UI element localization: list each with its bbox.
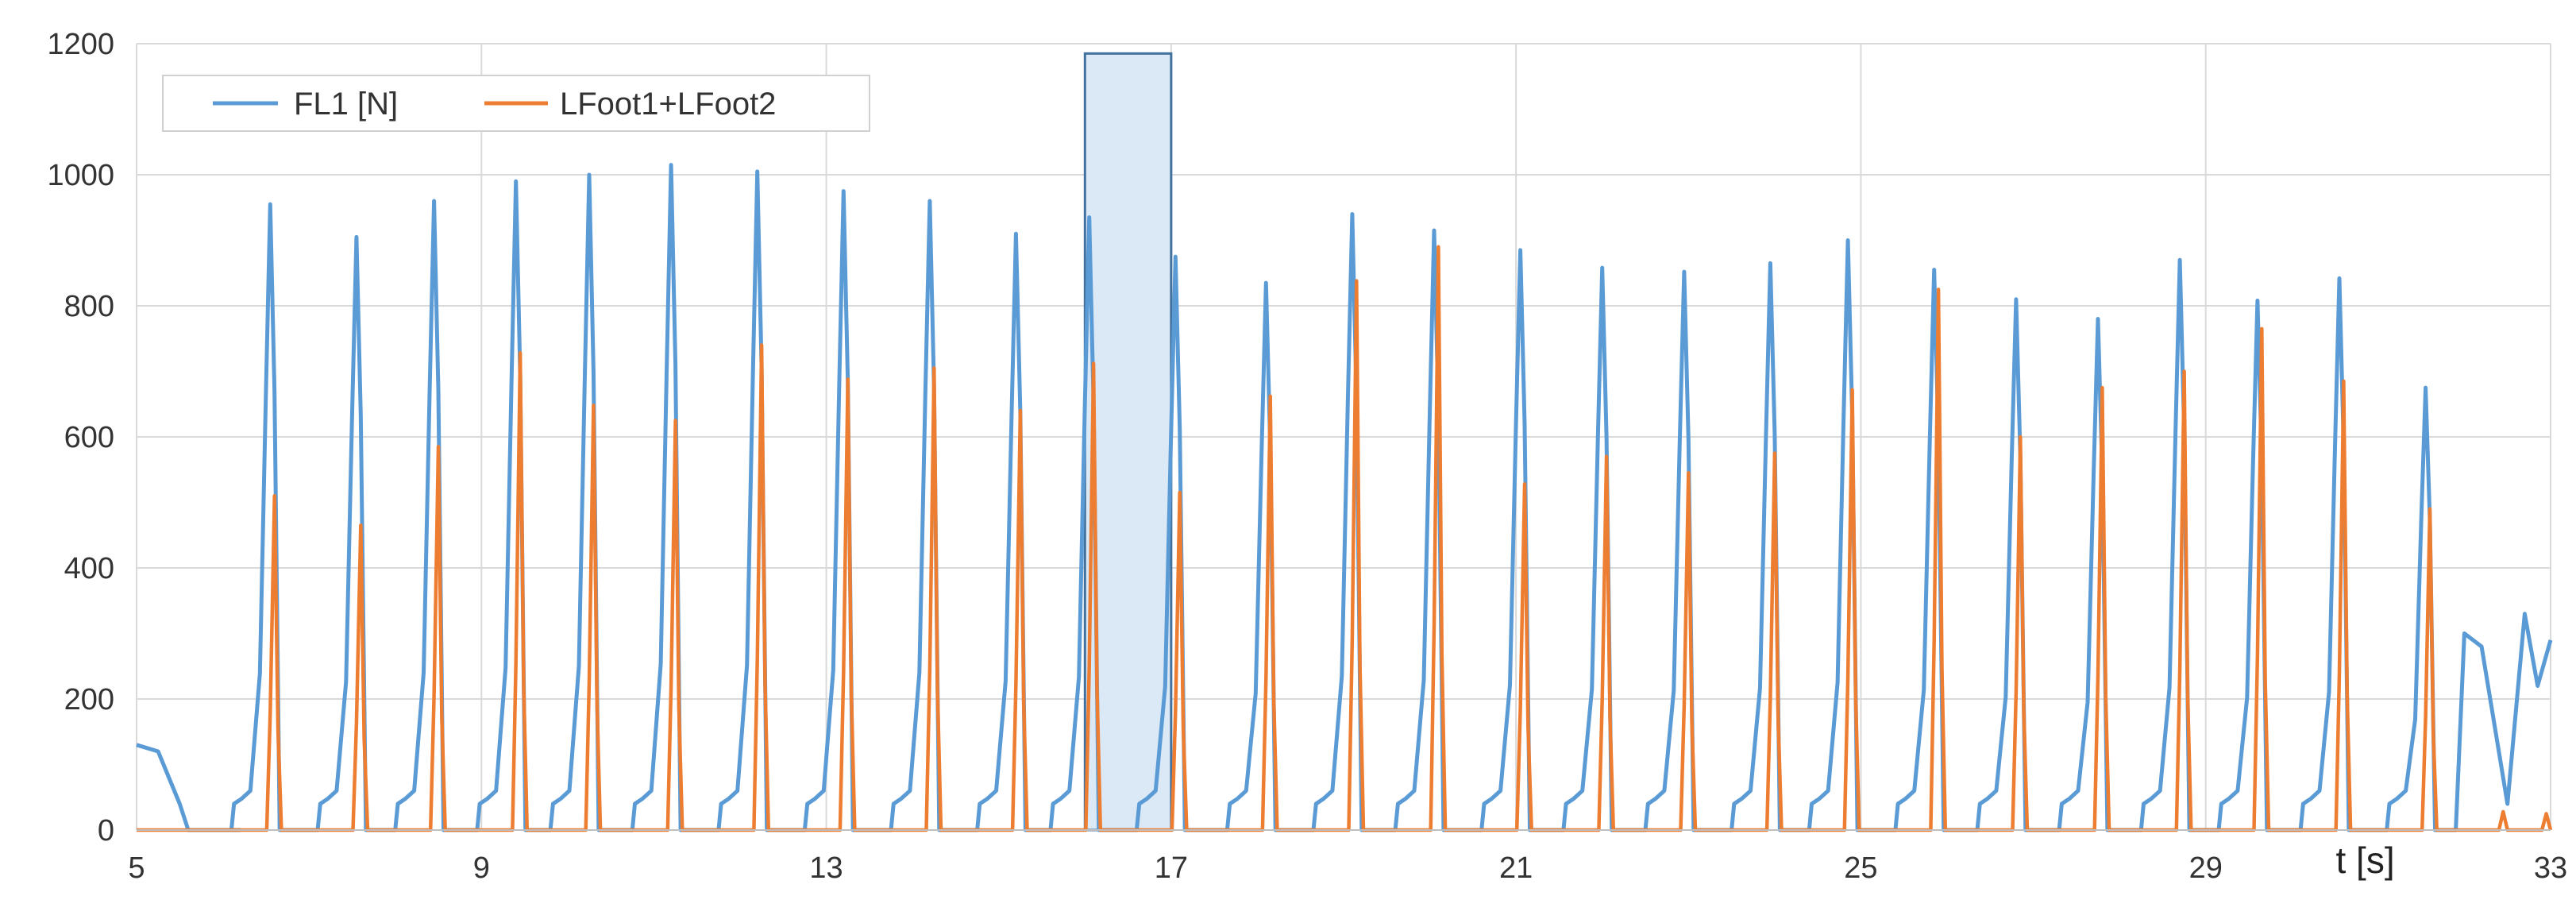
x-tick-labels: 5 9 13 17 21 25 29 33 [128, 851, 2567, 885]
legend-label-lfoot: LFoot1+LFoot2 [560, 87, 776, 122]
x-tick-17: 17 [1155, 851, 1188, 885]
y-tick-400: 400 [64, 552, 114, 585]
y-tick-1200: 1200 [47, 28, 114, 61]
x-tick-13: 13 [809, 851, 843, 885]
y-tick-800: 800 [64, 290, 114, 323]
x-tick-21: 21 [1499, 851, 1533, 885]
y-tick-labels: 0 200 400 600 800 1000 1200 [47, 28, 114, 848]
x-tick-29: 29 [2189, 851, 2223, 885]
legend-label-fl1: FL1 [N] [294, 87, 398, 122]
x-tick-25: 25 [1844, 851, 1877, 885]
y-tick-1000: 1000 [47, 159, 114, 192]
x-axis-label: t [s] [2336, 840, 2395, 881]
y-tick-0: 0 [98, 814, 114, 848]
y-tick-600: 600 [64, 421, 114, 454]
x-tick-33: 33 [2534, 851, 2567, 885]
series-layer [136, 163, 2553, 832]
x-tick-9: 9 [473, 851, 490, 885]
y-tick-200: 200 [64, 683, 114, 716]
x-tick-5: 5 [128, 851, 145, 885]
legend: FL1 [N] LFoot1+LFoot2 [162, 75, 870, 132]
